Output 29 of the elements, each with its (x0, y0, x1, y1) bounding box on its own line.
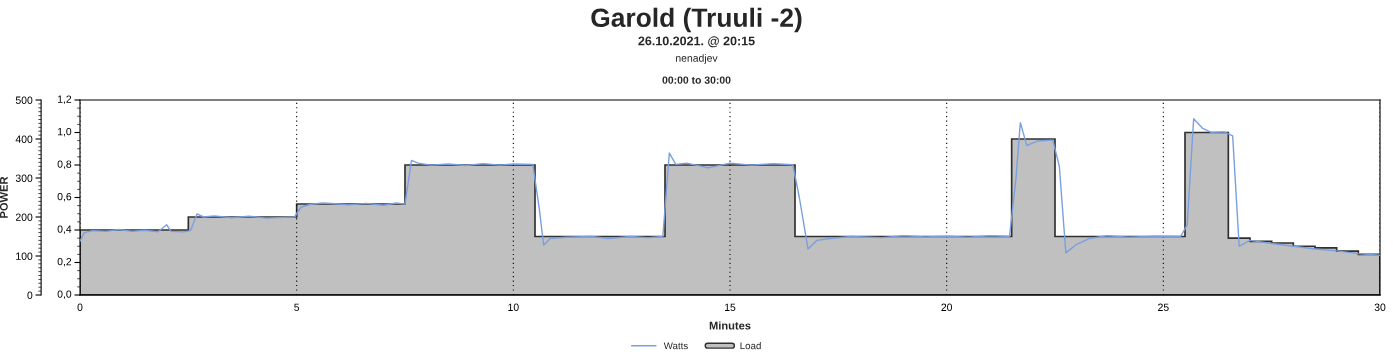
y-axis-title: POWER (0, 176, 8, 218)
y2-tick-label: 0,0 (57, 290, 72, 300)
chart-subtitle: 26.10.2021. @ 20:15 (638, 36, 755, 48)
y2-tick-label: 0,2 (57, 257, 72, 267)
legend-label: Watts (663, 342, 688, 350)
y2-tick-label: 0,4 (57, 225, 72, 235)
y2-tick-label: 0,6 (57, 192, 72, 202)
y-tick-label: 200 (15, 213, 33, 221)
y-tick-label: 100 (16, 252, 33, 260)
chart-title: Garold (Truuli -2) (591, 7, 802, 33)
line-series (80, 118, 1380, 256)
y2-tick-label: 1,0 (57, 127, 72, 137)
y-tick-label: 300 (15, 174, 33, 182)
y-tick-label: 500 (15, 96, 33, 104)
y2-tick-label: 0,8 (57, 160, 72, 170)
x-tick-label: 30 (1374, 303, 1386, 311)
x-tick-label: 25 (1158, 303, 1169, 311)
text: nenadjev (676, 54, 718, 64)
x-axis-title: Minutes (709, 321, 751, 330)
x-tick-label: 5 (294, 303, 300, 311)
y-tick-label: 400 (15, 135, 33, 143)
y2-tick-label: 1,2 (57, 95, 72, 105)
x-tick-label: 15 (725, 303, 736, 311)
y-tick-label: 0 (27, 291, 33, 299)
legend-label: Load (740, 342, 761, 350)
x-tick-label: 10 (508, 303, 519, 311)
x-tick-label: 0 (77, 303, 83, 311)
x-tick-label: 20 (941, 303, 953, 311)
text: 00:00 to 30:00 (662, 76, 731, 84)
